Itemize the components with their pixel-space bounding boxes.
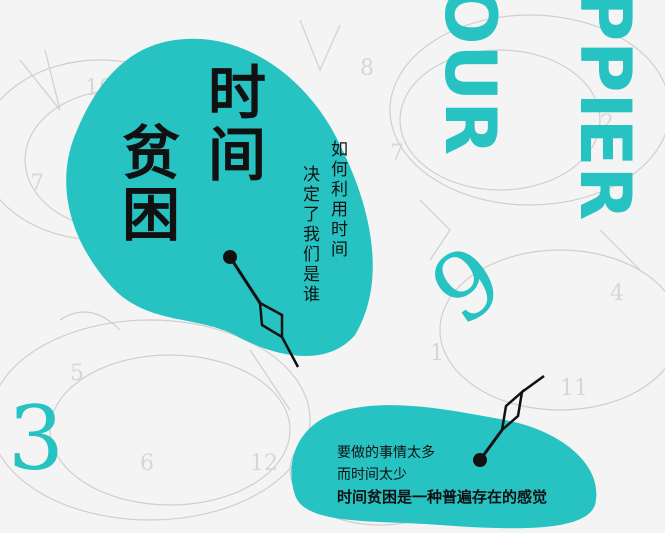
deco-letters-word1: PPIER bbox=[564, 0, 646, 221]
svg-text:7: 7 bbox=[390, 141, 404, 166]
deco-letters-word2: OUR bbox=[429, 0, 511, 156]
description-blob bbox=[291, 405, 597, 529]
description-line-2: 而时间太少 bbox=[337, 467, 407, 483]
description-line-3: 时间贫困是一种普遍存在的感觉 bbox=[337, 488, 548, 506]
svg-text:1: 1 bbox=[430, 341, 444, 366]
svg-text:6: 6 bbox=[140, 451, 154, 476]
svg-text:7: 7 bbox=[30, 171, 44, 196]
description-text: 要做的事情太多 而时间太少 时间贫困是一种普遍存在的感觉 bbox=[337, 442, 547, 508]
svg-text:8: 8 bbox=[360, 56, 374, 81]
svg-text:5: 5 bbox=[70, 361, 84, 386]
tagline-line-2: 决定了我们是谁 bbox=[299, 165, 319, 305]
svg-text:12: 12 bbox=[250, 451, 278, 476]
deco-digit-three: 3 bbox=[8, 387, 64, 490]
svg-text:11: 11 bbox=[560, 376, 588, 401]
svg-text:2: 2 bbox=[600, 111, 614, 136]
title-line-1: 时间 bbox=[198, 62, 266, 186]
clock-hand-icon bbox=[223, 250, 300, 368]
tagline-line-1: 如何利用时间 bbox=[327, 140, 347, 260]
title-blob bbox=[66, 38, 373, 356]
description-line-1: 要做的事情太多 bbox=[337, 445, 435, 461]
title-line-2: 贫困 bbox=[112, 122, 180, 246]
clock-hand-icon-2 bbox=[473, 374, 545, 467]
svg-text:4: 4 bbox=[610, 281, 624, 306]
